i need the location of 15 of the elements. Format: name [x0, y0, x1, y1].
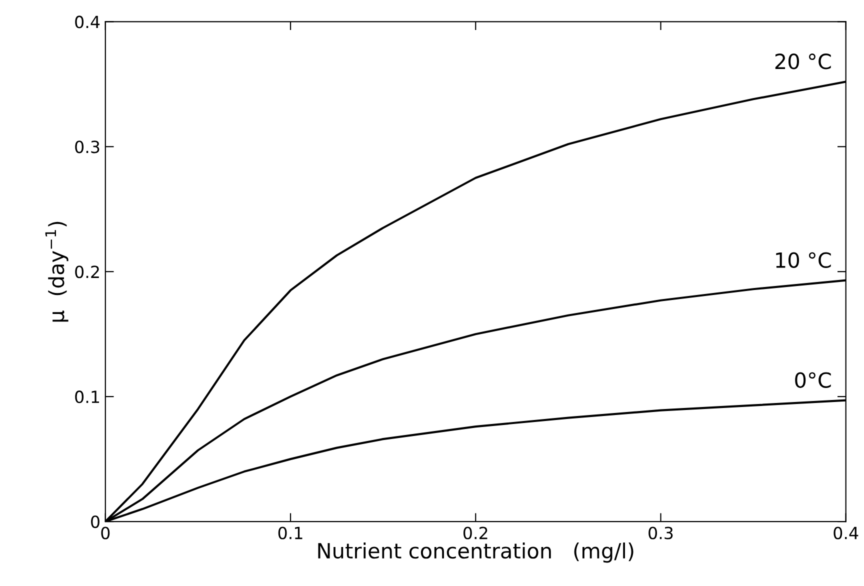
series-label: 0°C: [795, 372, 831, 388]
legend-label: 10 °C: [776, 252, 831, 268]
x-tick-label: 0.4: [834, 526, 858, 540]
x-tick-label: 0.2: [463, 526, 488, 540]
y-tick-label: 0.1: [75, 390, 100, 404]
y-tick-label: 0.3: [75, 140, 100, 154]
series-label: 20 °C: [775, 54, 831, 70]
x-tick-label: 0.1: [278, 526, 302, 540]
y-tick-label: 0.2: [75, 266, 99, 278]
x-tick-label: 0.3: [648, 526, 673, 540]
y-tick-label: 0.4: [75, 16, 100, 28]
y-tick-label: 0: [91, 516, 100, 528]
x-tick-label: 0: [101, 526, 110, 540]
x-axis-title: Nutrient concentration (mg/l): [318, 542, 634, 563]
y-axis-title: μ (day$^{−1}$): [45, 222, 68, 322]
